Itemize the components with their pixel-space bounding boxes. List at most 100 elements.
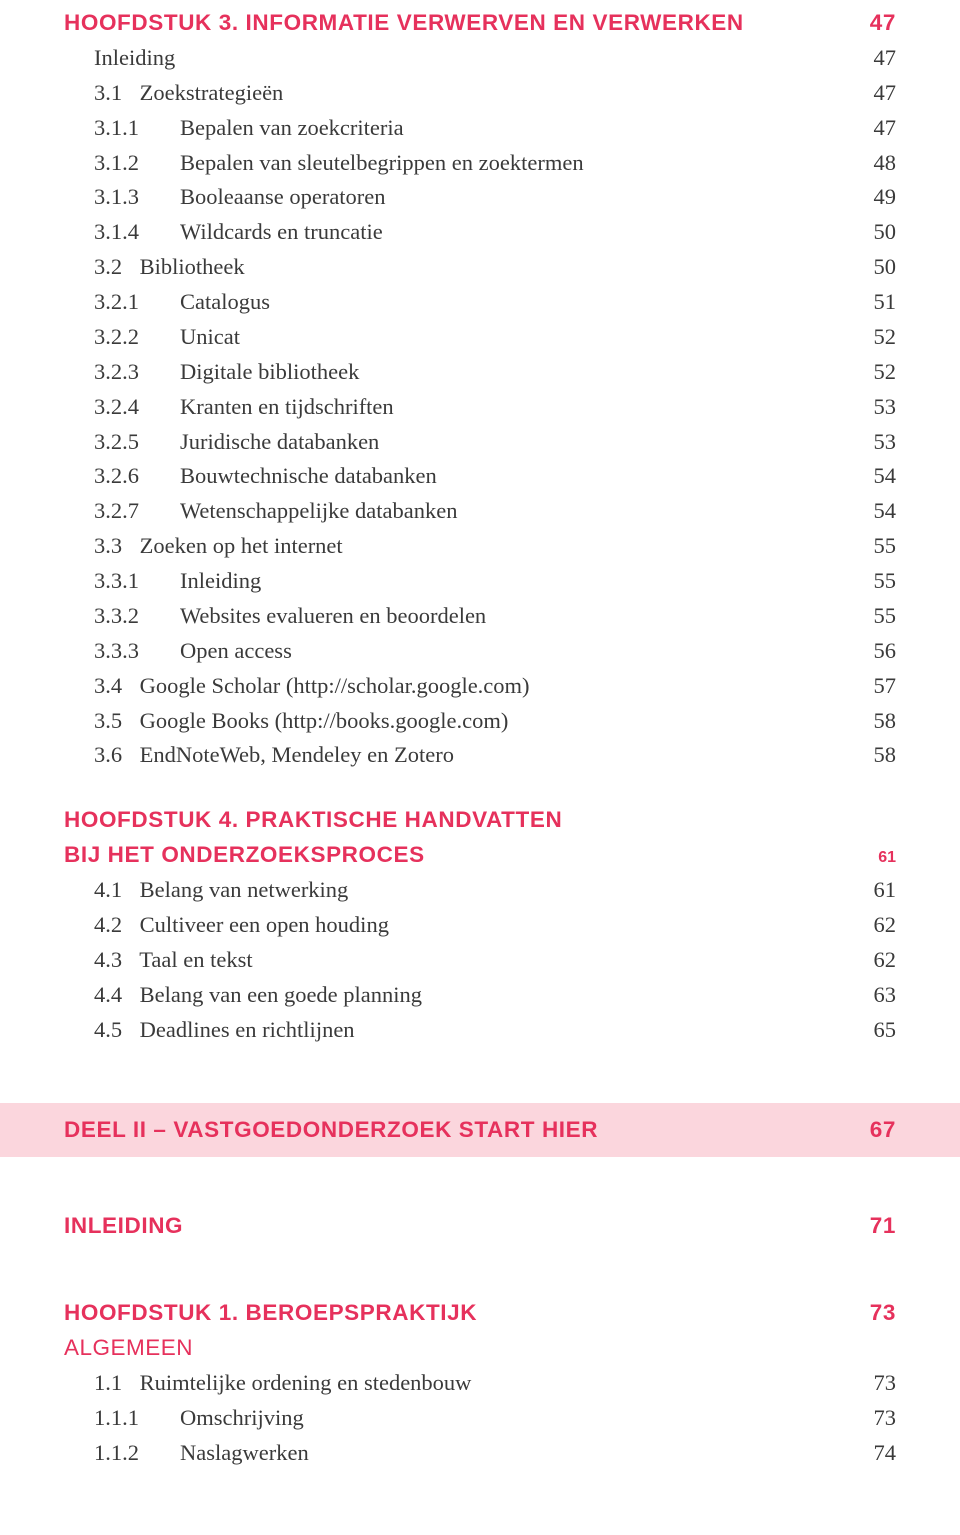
toc-entry-number: 3.3.1 — [94, 564, 180, 599]
toc-entry-page: 50 — [874, 250, 897, 285]
toc-entry-label: 1.1.1Omschrijving — [94, 1401, 304, 1436]
toc-entry: 3.2.3Digitale bibliotheek52 — [64, 355, 896, 390]
toc-entry-page: 73 — [874, 1401, 897, 1436]
toc-entry: 4.5 Deadlines en richtlijnen65 — [64, 1013, 896, 1048]
toc-entry-label: 3.2.4Kranten en tijdschriften — [94, 390, 394, 425]
toc-entry-number: 3.3.2 — [94, 599, 180, 634]
toc-entry-label: 3.3.2Websites evalueren en beoordelen — [94, 599, 486, 634]
chapter-1-subheading: Algemeen — [64, 1331, 193, 1366]
toc-entry-page: 57 — [874, 669, 897, 704]
toc-entry: 3.2.4Kranten en tijdschriften53 — [64, 390, 896, 425]
toc-entry-label: 3.1.2Bepalen van sleutelbegrippen en zoe… — [94, 146, 584, 181]
toc-entry-number: 3.1 — [94, 76, 134, 111]
inleiding-title: Inleiding — [64, 1209, 183, 1244]
toc-entry-number: 3.6 — [94, 738, 134, 773]
chapter-1-header: Hoofdstuk 1. Beroepspraktijk 73 — [64, 1296, 896, 1331]
toc-entry-page: 47 — [874, 111, 897, 146]
toc-entry-page: 63 — [874, 978, 897, 1013]
toc-entry-label: 3.1 Zoekstrategieën — [94, 76, 283, 111]
toc-entry-label: 3.3.1Inleiding — [94, 564, 261, 599]
part-2-title: Deel II – Vastgoedonderzoek start hier — [64, 1117, 598, 1143]
toc-entry: 3.1.2Bepalen van sleutelbegrippen en zoe… — [64, 146, 896, 181]
toc-entry-page: 58 — [874, 704, 897, 739]
inleiding-header: Inleiding 71 — [64, 1209, 896, 1244]
toc-entry: 3.2.6Bouwtechnische databanken54 — [64, 459, 896, 494]
toc-entry-number: 4.3 — [94, 943, 134, 978]
toc-entry: 3.2.1Catalogus51 — [64, 285, 896, 320]
toc-entry: 1.1.2Naslagwerken74 — [64, 1436, 896, 1471]
toc-entry-page: 65 — [874, 1013, 897, 1048]
chapter-4-header-line1: Hoofdstuk 4. Praktische handvatten — [64, 803, 896, 838]
toc-entry-number: 1.1.1 — [94, 1401, 180, 1436]
chapter-1-page: 73 — [870, 1296, 896, 1331]
toc-entry-label: 3.2.2Unicat — [94, 320, 240, 355]
toc-entry-number: 1.1 — [94, 1366, 134, 1401]
toc-entry-label: 3.1.3Booleaanse operatoren — [94, 180, 386, 215]
toc-entry: 3.2.2Unicat 52 — [64, 320, 896, 355]
toc-entry: 3.1.3Booleaanse operatoren 49 — [64, 180, 896, 215]
toc-entry-page: 49 — [874, 180, 897, 215]
toc-entry: 3.3 Zoeken op het internet55 — [64, 529, 896, 564]
toc-entry-page: 62 — [874, 908, 897, 943]
toc-entry: 4.3 Taal en tekst 62 — [64, 943, 896, 978]
toc-entry-page: 58 — [874, 738, 897, 773]
toc-entry-page: 55 — [874, 529, 897, 564]
toc-entry: 1.1 Ruimtelijke ordening en stedenbouw 73 — [64, 1366, 896, 1401]
toc-entry: 3.2.5Juridische databanken53 — [64, 425, 896, 460]
chapter-3-list: Inleiding473.1 Zoekstrategieën473.1.1Bep… — [64, 41, 896, 773]
chapter-3-title: Hoofdstuk 3. Informatie verwerven en ver… — [64, 6, 744, 41]
toc-entry-page: 48 — [874, 146, 897, 181]
inleiding-page: 71 — [870, 1209, 896, 1244]
toc-entry-page: 55 — [874, 564, 897, 599]
part-2-header: Deel II – Vastgoedonderzoek start hier 6… — [0, 1103, 960, 1157]
toc-entry-number: 3.1.4 — [94, 215, 180, 250]
toc-entry-label: 4.2 Cultiveer een open houding — [94, 908, 389, 943]
toc-entry-page: 52 — [874, 320, 897, 355]
toc-entry-number: 3.1.3 — [94, 180, 180, 215]
toc-entry-number: 3.3.3 — [94, 634, 180, 669]
toc-entry-label: 3.1.4Wildcards en truncatie — [94, 215, 383, 250]
toc-entry: 3.3.1Inleiding 55 — [64, 564, 896, 599]
toc-entry-page: 56 — [874, 634, 897, 669]
toc-entry: 4.4 Belang van een goede planning63 — [64, 978, 896, 1013]
toc-entry-number: 4.5 — [94, 1013, 134, 1048]
toc-entry-page: 53 — [874, 425, 897, 460]
toc-entry: 3.1.4Wildcards en truncatie 50 — [64, 215, 896, 250]
toc-entry: 3.3.2Websites evalueren en beoordelen55 — [64, 599, 896, 634]
toc-entry-number: 3.2.2 — [94, 320, 180, 355]
toc-entry-number: 3.2.4 — [94, 390, 180, 425]
toc-entry-number: 3.2.5 — [94, 425, 180, 460]
toc-entry-page: 74 — [874, 1436, 897, 1471]
toc-entry-label: 1.1 Ruimtelijke ordening en stedenbouw — [94, 1366, 471, 1401]
toc-entry-page: 62 — [874, 943, 897, 978]
chapter-3-page: 47 — [870, 6, 896, 41]
part-2-page: 67 — [870, 1117, 896, 1143]
toc-entry-page: 51 — [874, 285, 897, 320]
toc-entry: 3.1.1Bepalen van zoekcriteria47 — [64, 111, 896, 146]
toc-entry-label: 3.2.6Bouwtechnische databanken — [94, 459, 437, 494]
toc-entry-label: 3.2 Bibliotheek — [94, 250, 245, 285]
toc-entry-label: Inleiding — [94, 41, 175, 76]
toc-entry-label: 3.3.3Open access — [94, 634, 292, 669]
toc-entry: Inleiding 47 — [64, 41, 896, 76]
chapter-4-title-line1: Hoofdstuk 4. Praktische handvatten — [64, 803, 562, 838]
toc-entry-page: 47 — [874, 41, 897, 76]
toc-entry: 4.1 Belang van netwerking61 — [64, 873, 896, 908]
chapter-4-title-line2: bij het onderzoeksproces — [64, 838, 425, 873]
toc-entry-number: 3.1.1 — [94, 111, 180, 146]
chapter-4-header-line2: bij het onderzoeksproces 61 — [64, 838, 896, 873]
toc-entry-page: 73 — [874, 1366, 897, 1401]
toc-entry-page: 47 — [874, 76, 897, 111]
toc-entry-number: 3.1.2 — [94, 146, 180, 181]
toc-entry-label: 3.6 EndNoteWeb, Mendeley en Zotero — [94, 738, 454, 773]
toc-entry-number: 1.1.2 — [94, 1436, 180, 1471]
toc-entry: 3.5 Google Books (http://books.google.co… — [64, 704, 896, 739]
toc-entry: 3.2.7Wetenschappelijke databanken54 — [64, 494, 896, 529]
chapter-3-header: Hoofdstuk 3. Informatie verwerven en ver… — [64, 6, 896, 41]
toc-entry-label: 4.3 Taal en tekst — [94, 943, 253, 978]
toc-entry-page: 52 — [874, 355, 897, 390]
toc-entry-page: 61 — [874, 873, 897, 908]
toc-entry: 3.4 Google Scholar (http://scholar.googl… — [64, 669, 896, 704]
toc-entry-page: 50 — [874, 215, 897, 250]
toc-entry-label: 3.2.7Wetenschappelijke databanken — [94, 494, 457, 529]
